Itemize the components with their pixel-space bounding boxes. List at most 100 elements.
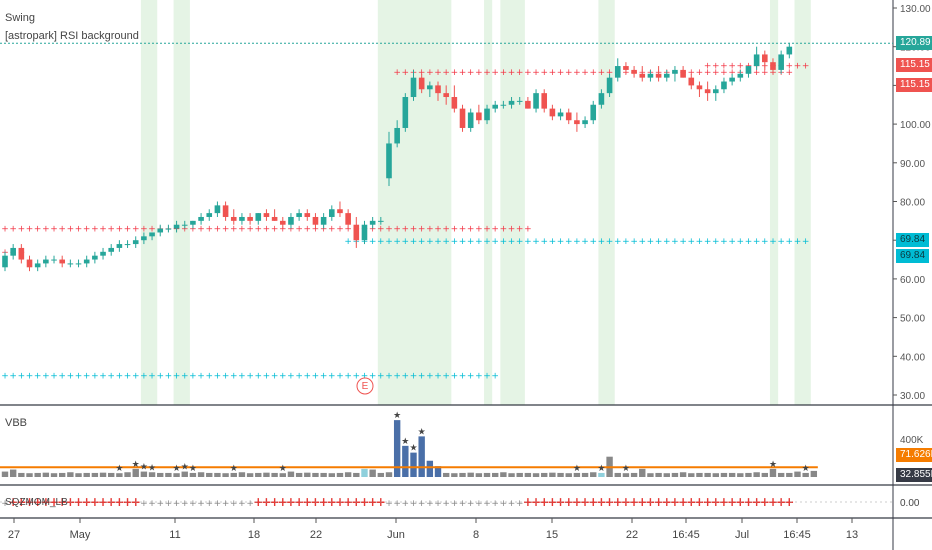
teal-cross-low-18: + bbox=[148, 372, 156, 382]
teal-cross-low-19: + bbox=[156, 372, 164, 382]
teal-cross-mid-84: + bbox=[688, 237, 696, 247]
volume-bar-8 bbox=[67, 472, 74, 477]
candle-body-38 bbox=[312, 216, 319, 225]
red-cross-high-68: + bbox=[557, 68, 565, 78]
volume-bar-6 bbox=[50, 473, 58, 477]
squeeze-mark-20: + bbox=[165, 499, 173, 509]
x-tick-label-0: 27 bbox=[8, 529, 20, 541]
candle-body-18 bbox=[149, 232, 155, 237]
teal-cross-low-1: + bbox=[9, 372, 17, 382]
candle-body-7 bbox=[59, 259, 65, 264]
teal-cross-low-52: + bbox=[426, 372, 434, 382]
volume-bar-72 bbox=[590, 472, 597, 477]
teal-cross-low-39: + bbox=[320, 372, 328, 382]
volume-bar-73 bbox=[598, 472, 605, 477]
red-cross-upper-30: + bbox=[246, 225, 254, 235]
volume-bar-21 bbox=[173, 473, 180, 477]
volume-bar-36 bbox=[295, 472, 303, 477]
volume-bar-13 bbox=[108, 472, 115, 477]
volume-bar-75 bbox=[614, 472, 621, 477]
candle-body-80 bbox=[655, 73, 662, 78]
candle-body-32 bbox=[263, 213, 270, 217]
red-cross-upper-41: + bbox=[336, 225, 344, 235]
volume-bar-45 bbox=[369, 469, 376, 477]
squeeze-mark-91: + bbox=[743, 495, 753, 509]
candle-body-23 bbox=[190, 220, 196, 225]
teal-cross-mid-78: + bbox=[638, 237, 646, 247]
candle-body-5 bbox=[43, 259, 49, 264]
volume-bar-25 bbox=[206, 472, 213, 477]
teal-cross-mid-56: + bbox=[459, 237, 467, 247]
red-cross-high-88: + bbox=[720, 68, 728, 78]
volume-bar-97 bbox=[794, 471, 801, 477]
teal-cross-mid-66: + bbox=[540, 237, 548, 247]
teal-cross-low-37: + bbox=[304, 372, 312, 382]
squeeze-mark-12: + bbox=[98, 495, 108, 509]
teal-cross-low-35: + bbox=[287, 372, 295, 382]
teal-cross-low-36: + bbox=[295, 372, 303, 382]
red-cross-high-69: + bbox=[565, 68, 573, 78]
teal-cross-low-4: + bbox=[34, 372, 42, 382]
teal-cross-low-60: + bbox=[491, 372, 499, 382]
candle-body-91 bbox=[745, 66, 752, 74]
candle-body-51 bbox=[418, 77, 425, 90]
teal-cross-low-8: + bbox=[67, 372, 75, 382]
red-cross-high-51: + bbox=[418, 68, 426, 78]
red-cross-upper-33: + bbox=[271, 225, 279, 235]
red-cross-upper-54: + bbox=[442, 225, 450, 235]
red-cross-high2-89: + bbox=[728, 61, 736, 71]
red-cross-upper-4: + bbox=[34, 225, 42, 235]
earnings-marker-label[interactable]: E bbox=[361, 381, 369, 392]
teal-cross-low-59: + bbox=[483, 372, 491, 382]
y-tick-label-3: 100.00 bbox=[900, 120, 931, 131]
squeeze-mark-7: + bbox=[57, 495, 67, 509]
candle-body-84 bbox=[688, 77, 695, 86]
candle-body-48 bbox=[394, 127, 400, 144]
teal-cross-low-50: + bbox=[410, 372, 418, 382]
volume-bar-34 bbox=[279, 473, 286, 477]
volume-bar-26 bbox=[214, 472, 221, 477]
teal-cross-low-13: + bbox=[107, 372, 115, 382]
teal-cross-low-29: + bbox=[238, 372, 246, 382]
candle-body-41 bbox=[337, 209, 343, 214]
volume-bar-24 bbox=[197, 472, 205, 477]
volume-bar-18 bbox=[148, 472, 156, 477]
volume-star-14: ★ bbox=[115, 464, 123, 474]
candle-body-14 bbox=[116, 244, 123, 248]
teal-cross-low-32: + bbox=[263, 372, 271, 382]
squeeze-mark-45: + bbox=[368, 495, 378, 509]
teal-cross-mid-69: + bbox=[565, 237, 573, 247]
teal-cross-mid-72: + bbox=[589, 237, 597, 247]
squeeze-mark-93: + bbox=[760, 495, 770, 509]
teal-cross-low-53: + bbox=[434, 372, 442, 382]
rsi-band-5 bbox=[598, 0, 615, 405]
teal-cross-low-17: + bbox=[140, 372, 148, 382]
squeeze-mark-55: + bbox=[451, 499, 459, 509]
y-tick-label-0: 130.00 bbox=[900, 4, 931, 15]
teal-cross-low-25: + bbox=[205, 372, 213, 382]
teal-cross-mid-74: + bbox=[606, 237, 614, 247]
volume-bar-53 bbox=[434, 466, 442, 477]
teal-cross-mid-70: + bbox=[573, 237, 581, 247]
volume-bar-44 bbox=[361, 468, 368, 477]
rsi-band-1 bbox=[173, 0, 190, 405]
candle-body-45 bbox=[369, 220, 376, 225]
teal-cross-low-51: + bbox=[418, 372, 426, 382]
volume-star-76: ★ bbox=[622, 464, 630, 474]
red-cross-high-64: + bbox=[524, 68, 532, 78]
volume-bar-56 bbox=[459, 472, 466, 477]
candle-body-65 bbox=[533, 93, 539, 109]
volume-bar-58 bbox=[475, 473, 483, 477]
squeeze-mark-49: + bbox=[402, 499, 410, 509]
red-cross-upper-8: + bbox=[67, 225, 75, 235]
candle-body-8 bbox=[67, 263, 74, 265]
squeeze-mark-94: + bbox=[768, 495, 778, 509]
teal-cross-mid-87: + bbox=[712, 237, 720, 247]
teal-cross-mid-92: + bbox=[753, 237, 761, 247]
squeeze-mark-88: + bbox=[719, 495, 729, 509]
volume-bar-30 bbox=[246, 473, 254, 477]
teal-cross-low-42: + bbox=[344, 372, 352, 382]
teal-line-tag-2: 69.84 bbox=[896, 249, 930, 263]
y-tick-label-5: 80.00 bbox=[900, 198, 925, 209]
